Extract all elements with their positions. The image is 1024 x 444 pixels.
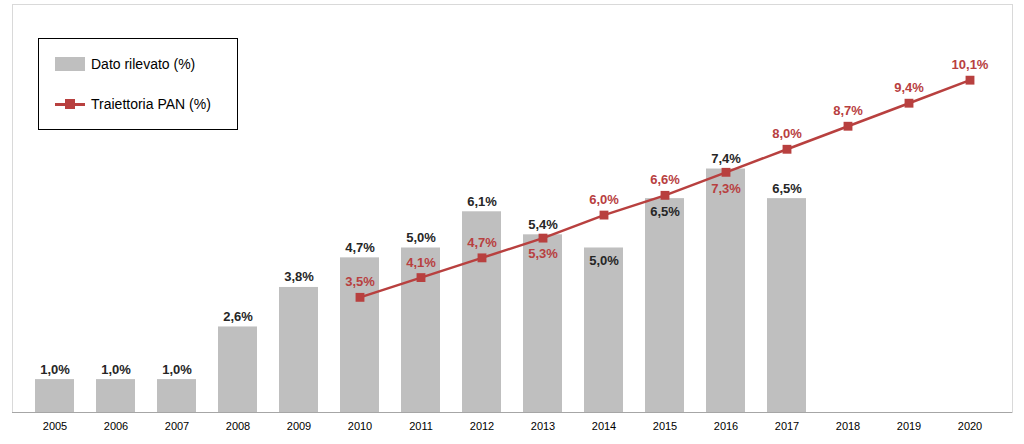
svg-text:1,0%: 1,0% — [162, 362, 192, 377]
svg-text:6,5%: 6,5% — [650, 204, 680, 219]
svg-text:1,0%: 1,0% — [40, 362, 70, 377]
svg-text:5,4%: 5,4% — [528, 217, 558, 232]
svg-text:6,1%: 6,1% — [467, 194, 497, 209]
svg-text:2007: 2007 — [165, 420, 189, 432]
svg-text:2009: 2009 — [287, 420, 311, 432]
svg-text:2020: 2020 — [958, 420, 982, 432]
svg-text:2016: 2016 — [714, 420, 738, 432]
svg-text:2019: 2019 — [897, 420, 921, 432]
svg-text:1,0%: 1,0% — [101, 362, 131, 377]
html-text:Dato rilevato (%): Dato rilevato (%) — [91, 56, 196, 72]
svg-text:2013: 2013 — [531, 420, 555, 432]
svg-text:2,6%: 2,6% — [223, 309, 253, 324]
svg-text:9,4%: 9,4% — [894, 80, 924, 95]
svg-text:2017: 2017 — [775, 420, 799, 432]
svg-text:2014: 2014 — [592, 420, 616, 432]
svg-text:2008: 2008 — [226, 420, 250, 432]
svg-text:7,4%: 7,4% — [711, 151, 741, 166]
svg-text:4,7%: 4,7% — [345, 240, 375, 255]
svg-text:5,0%: 5,0% — [589, 253, 619, 268]
svg-text:7,3%: 7,3% — [711, 181, 741, 196]
svg-text:2018: 2018 — [836, 420, 860, 432]
svg-text:2012: 2012 — [470, 420, 494, 432]
svg-text:6,5%: 6,5% — [772, 181, 802, 196]
svg-text:2011: 2011 — [409, 420, 433, 432]
svg-text:6,0%: 6,0% — [589, 192, 619, 207]
svg-text:3,5%: 3,5% — [345, 274, 375, 289]
svg-text:8,7%: 8,7% — [833, 103, 863, 118]
svg-text:3,8%: 3,8% — [284, 269, 314, 284]
svg-text:4,7%: 4,7% — [467, 235, 497, 250]
svg-text:10,1%: 10,1% — [952, 57, 989, 72]
html-text:Traiettoria PAN (%): Traiettoria PAN (%) — [91, 96, 211, 112]
svg-text:2010: 2010 — [348, 420, 372, 432]
svg-text:5,0%: 5,0% — [406, 230, 436, 245]
svg-text:6,6%: 6,6% — [650, 172, 680, 187]
svg-text:2005: 2005 — [43, 420, 67, 432]
svg-text:2015: 2015 — [653, 420, 677, 432]
svg-text:5,3%: 5,3% — [528, 246, 558, 261]
svg-text:4,1%: 4,1% — [406, 255, 436, 270]
svg-text:8,0%: 8,0% — [772, 126, 802, 141]
svg-text:2006: 2006 — [104, 420, 128, 432]
